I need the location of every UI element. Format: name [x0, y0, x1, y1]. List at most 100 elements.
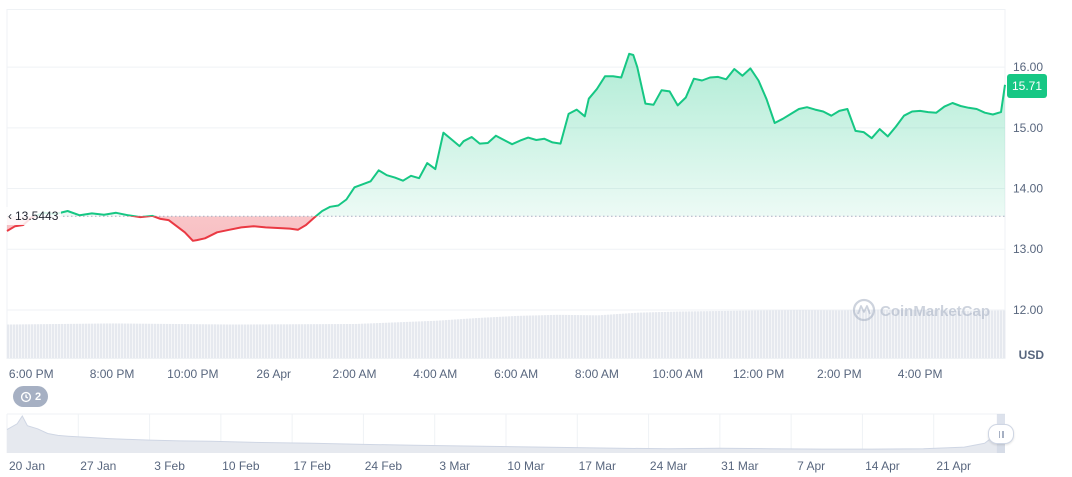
volume-bar [145, 323, 148, 358]
volume-bar [595, 315, 598, 358]
volume-bar [532, 315, 535, 358]
volume-bar [673, 311, 676, 358]
volume-bar [187, 324, 190, 358]
volume-bar [289, 324, 292, 358]
volume-bar [487, 317, 490, 358]
volume-bar [538, 315, 541, 358]
volume-bar [391, 322, 394, 358]
volume-bar [754, 310, 757, 358]
volume-bar [628, 313, 631, 358]
volume-bar [613, 314, 616, 358]
volume-bar [523, 315, 526, 358]
volume-bar [784, 310, 787, 358]
volume-bar [307, 324, 310, 358]
volume-bar [247, 324, 250, 358]
volume-bar [505, 316, 508, 358]
volume-bar [685, 311, 688, 358]
volume-bar [769, 310, 772, 358]
navigator-x-tick-label: 3 Feb [154, 459, 185, 473]
navigator-x-tick-label: 10 Feb [222, 459, 260, 473]
volume-bar [136, 323, 139, 358]
volume-bar [301, 324, 304, 358]
volume-bar [160, 323, 163, 358]
volume-bar [787, 310, 790, 358]
volume-bar [739, 310, 742, 358]
volume-bar [262, 324, 265, 358]
handle-grip [998, 430, 1000, 438]
baseline-value: 13.5443 [15, 209, 59, 223]
volume-bar [67, 323, 70, 358]
volume-bar [502, 316, 505, 358]
volume-bar [940, 310, 943, 358]
navigator-x-tick-label: 20 Jan [9, 459, 45, 473]
volume-bar [76, 323, 79, 358]
volume-bar [205, 324, 208, 358]
volume-bar [484, 317, 487, 358]
range-navigator[interactable]: 20 Jan 27 Jan 3 Feb 10 Feb 17 Feb 24 Feb 3 Mar… [0, 405, 1072, 477]
volume-bar [664, 311, 667, 358]
volume-bar [619, 313, 622, 358]
volume-bar [643, 312, 646, 358]
volume-bar [151, 323, 154, 358]
x-tick-label: 2:00 PM [817, 367, 862, 381]
volume-bar [220, 324, 223, 358]
volume-bar [508, 316, 511, 358]
volume-bar [853, 310, 856, 358]
navigator-x-tick-label: 3 Mar [439, 459, 470, 473]
volume-bar [472, 318, 475, 358]
navigator-x-tick-label: 14 Apr [865, 459, 900, 473]
volume-bar [724, 310, 727, 358]
volume-bar [475, 318, 478, 358]
volume-bar [865, 309, 868, 358]
volume-bar [832, 310, 835, 358]
volume-bar [733, 310, 736, 358]
volume-bar [985, 310, 988, 358]
volume-bar [859, 309, 862, 358]
volume-bar [466, 318, 469, 358]
navigator-x-tick-label: 17 Mar [579, 459, 616, 473]
volume-bar [745, 310, 748, 358]
x-tick-label: 10:00 PM [167, 367, 218, 381]
volume-bar [430, 320, 433, 358]
y-tick-label: 13.00 [1013, 242, 1043, 256]
volume-bar [253, 324, 256, 358]
volume-bar [526, 315, 529, 358]
range-drag-handle[interactable] [988, 424, 1014, 444]
volume-bar [271, 324, 274, 358]
volume-bar [736, 310, 739, 358]
volume-bar [397, 322, 400, 358]
main-price-chart[interactable]: ‹ 13.5443 16.00 15.00 14.00 13.00 12.00 6:00… [0, 0, 1072, 385]
volume-bar [574, 315, 577, 358]
volume-bar [184, 324, 187, 358]
x-axis-ticks: 6:00 PM 8:00 PM 10:00 PM 26 Apr 2:00 AM 4:00 … [9, 367, 943, 381]
navigator-x-tick-label: 21 Apr [936, 459, 971, 473]
volume-bar [388, 322, 391, 358]
history-icon [20, 391, 32, 402]
volume-bar [238, 324, 241, 358]
volume-bar [898, 309, 901, 358]
volume-bar [796, 309, 799, 358]
volume-bar [877, 309, 880, 358]
zoom-history-button[interactable]: 2 [13, 386, 48, 407]
volume-bar [838, 310, 841, 358]
volume-bar [13, 324, 16, 358]
volume-bar [292, 324, 295, 358]
volume-bar [667, 311, 670, 358]
volume-bar [802, 309, 805, 358]
coinmarketcap-logo-icon [852, 298, 876, 322]
volume-bar [970, 310, 973, 358]
volume-bar [265, 324, 268, 358]
volume-bar [208, 324, 211, 358]
volume-bar [826, 310, 829, 358]
volume-bar [133, 323, 136, 358]
volume-bar [946, 310, 949, 358]
volume-bar [49, 324, 52, 358]
volume-bar [805, 310, 808, 358]
volume-bar [1003, 310, 1006, 358]
volume-bar [157, 323, 160, 358]
volume-bar [310, 324, 313, 358]
volume-bar [610, 314, 613, 358]
volume-bar [712, 311, 715, 358]
volume-bar [631, 313, 634, 358]
volume-bar [694, 311, 697, 358]
